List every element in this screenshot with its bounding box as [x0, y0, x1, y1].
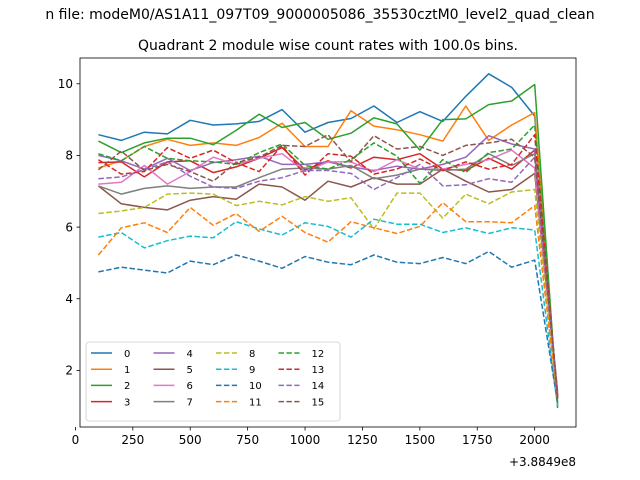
legend-label-15: 15	[312, 397, 325, 408]
legend-label-9: 9	[249, 365, 255, 376]
legend-label-1: 1	[124, 365, 130, 376]
legend-label-2: 2	[124, 381, 130, 392]
series-line-1	[98, 105, 559, 403]
series-line-10	[98, 250, 559, 403]
legend-label-11: 11	[249, 397, 262, 408]
legend-label-7: 7	[187, 397, 193, 408]
series-line-9	[98, 218, 559, 407]
x-tick-label: 1500	[405, 433, 436, 447]
legend-label-3: 3	[124, 397, 130, 408]
series-line-2	[98, 83, 559, 409]
legend-label-13: 13	[312, 365, 325, 376]
series-line-6	[98, 149, 559, 394]
y-tick-label: 8	[65, 149, 73, 163]
y-tick-label: 2	[65, 364, 73, 378]
x-tick-label: 2000	[519, 433, 550, 447]
plot-frame	[79, 57, 577, 428]
chart-title: Quadrant 2 module wise count rates with …	[138, 38, 518, 54]
legend-label-12: 12	[312, 349, 325, 360]
chart-suptitle: n file: modeM0/AS1A11_097T09_9000005086_…	[45, 7, 594, 23]
series-line-15	[97, 133, 559, 394]
x-tick-label: 0	[72, 433, 80, 447]
series-line-5	[97, 168, 559, 396]
y-tick-label: 4	[65, 292, 73, 306]
series-line-0	[98, 73, 559, 407]
y-axis: 2 4 6 8 10	[58, 77, 80, 378]
y-tick-label: 6	[65, 220, 73, 234]
x-tick-label: 250	[121, 433, 144, 447]
x-tick-label: 500	[179, 433, 202, 447]
x-tick-label: 1000	[290, 433, 321, 447]
legend-label-6: 6	[187, 381, 193, 392]
legend-label-5: 5	[187, 365, 193, 376]
legend-frame	[85, 341, 341, 422]
x-tick-label: 750	[236, 433, 259, 447]
legend-label-14: 14	[312, 381, 325, 392]
legend-label-10: 10	[249, 381, 262, 392]
x-tick-label: 1750	[462, 433, 493, 447]
x-axis-offset-label: +3.8849e8	[509, 455, 576, 469]
y-tick-label: 10	[58, 77, 73, 91]
series-layer	[97, 73, 559, 409]
x-axis: 0 250 500 750 1000 1250 1500 1750 2000	[72, 427, 550, 447]
series-line-13	[98, 133, 559, 398]
series-line-12	[98, 124, 559, 400]
series-line-8	[98, 188, 559, 405]
legend-label-0: 0	[124, 349, 130, 360]
legend-label-8: 8	[249, 349, 255, 360]
series-line-11	[97, 201, 559, 401]
legend-label-4: 4	[187, 349, 193, 360]
x-tick-label: 1250	[347, 433, 378, 447]
